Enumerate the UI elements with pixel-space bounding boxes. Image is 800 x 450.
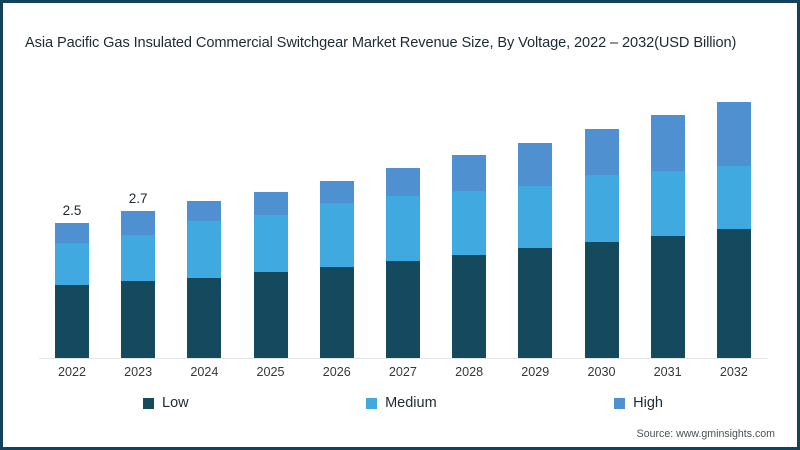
bar-segment-medium[interactable]: [121, 235, 156, 281]
bar-segment-high[interactable]: [518, 143, 553, 186]
bar-segment-low[interactable]: [716, 229, 751, 358]
legend-label: High: [633, 395, 663, 411]
bar-segment-medium[interactable]: [716, 166, 751, 229]
bar-group: [701, 63, 767, 358]
bar-segment-high[interactable]: [385, 168, 420, 196]
bar-stack[interactable]: [518, 143, 553, 358]
plot-area: 2.5 2.7: [3, 3, 797, 359]
legend-swatch-icon: [366, 397, 378, 409]
bar-segment-medium[interactable]: [187, 221, 222, 278]
bar-stack[interactable]: [584, 129, 619, 358]
x-axis-tick-2031: 2031: [653, 365, 682, 379]
bar-group: 2.5: [39, 63, 105, 358]
bar-stack[interactable]: [452, 155, 487, 358]
x-axis-tick-labels: 2022 2023 2024 2025 2026 2027 2028 2029 2030 2031…: [39, 365, 767, 379]
x-axis-tick-2032: 2032: [719, 365, 748, 379]
legend-item-medium[interactable]: Medium: [366, 395, 437, 411]
bar-segment-high[interactable]: [121, 211, 156, 235]
page-title: Asia Pacific Gas Insulated Commercial Sw…: [25, 35, 737, 51]
bar-segment-low[interactable]: [518, 248, 553, 358]
bar-stack[interactable]: [716, 102, 751, 358]
bar-group: [569, 63, 635, 358]
bar-series-group: 2.5 2.7: [39, 63, 767, 358]
bar-segment-low[interactable]: [319, 267, 354, 358]
bar-stack[interactable]: [650, 115, 685, 358]
bar-segment-high[interactable]: [253, 192, 288, 215]
bar-stack[interactable]: 2.5: [55, 203, 89, 358]
x-axis-tick-2023: 2023: [124, 365, 153, 379]
bar-group: [238, 63, 304, 358]
bar-group: [502, 63, 568, 358]
bar-segment-low[interactable]: [55, 285, 89, 358]
bar-segment-low[interactable]: [253, 272, 288, 358]
bar-stack[interactable]: 2.7: [121, 191, 156, 358]
bar-segment-low[interactable]: [187, 278, 222, 358]
bar-segment-high[interactable]: [187, 201, 222, 221]
bar-segment-medium[interactable]: [650, 171, 685, 236]
legend-swatch-icon: [614, 397, 626, 409]
bar-stack[interactable]: [319, 181, 354, 358]
chart-legend: Low Medium High: [143, 395, 663, 411]
legend-label: Medium: [385, 395, 437, 411]
bar-segment-low[interactable]: [650, 236, 685, 358]
bar-segment-high[interactable]: [319, 181, 354, 203]
bar-segment-medium[interactable]: [518, 186, 553, 248]
bar-segment-low[interactable]: [584, 242, 619, 358]
bar-segment-high[interactable]: [55, 223, 89, 243]
bar-segment-medium[interactable]: [253, 215, 288, 272]
bar-stack[interactable]: [253, 192, 288, 358]
bar-group: [436, 63, 502, 358]
bar-group: [171, 63, 237, 358]
x-axis-tick-2028: 2028: [455, 365, 484, 379]
bar-group: [635, 63, 701, 358]
x-axis-tick-2022: 2022: [57, 365, 87, 379]
bar-group: 2.7: [105, 63, 171, 358]
x-axis-tick-2026: 2026: [322, 365, 351, 379]
x-axis-tick-2030: 2030: [587, 365, 616, 379]
bar-segment-medium[interactable]: [55, 243, 89, 285]
bar-segment-low[interactable]: [121, 281, 156, 358]
bar-segment-low[interactable]: [385, 261, 420, 358]
bar-stack[interactable]: [187, 201, 222, 358]
bar-segment-medium[interactable]: [584, 175, 619, 242]
legend-swatch-icon: [143, 397, 154, 409]
legend-item-high[interactable]: High: [614, 395, 663, 411]
bar-group: [370, 63, 436, 358]
bar-segment-high[interactable]: [584, 129, 619, 175]
x-axis-tick-2024: 2024: [190, 365, 219, 379]
bar-segment-medium[interactable]: [319, 203, 354, 267]
bar-segment-high[interactable]: [452, 155, 487, 191]
x-axis-tick-2029: 2029: [521, 365, 550, 379]
bar-segment-low[interactable]: [452, 255, 487, 358]
bar-stack[interactable]: [385, 168, 420, 358]
bar-segment-high[interactable]: [716, 102, 751, 166]
bar-segment-medium[interactable]: [385, 196, 420, 261]
bar-segment-medium[interactable]: [452, 191, 487, 255]
legend-item-low[interactable]: Low: [143, 395, 189, 411]
x-axis-tick-2025: 2025: [256, 365, 285, 379]
axis-baseline: [39, 358, 767, 359]
legend-label: Low: [162, 395, 189, 411]
bar-value-label: 2.5: [62, 203, 82, 218]
source-attribution: Source: www.gminsights.com: [636, 428, 775, 440]
bar-group: [304, 63, 370, 358]
x-axis-tick-2027: 2027: [388, 365, 417, 379]
bar-segment-high[interactable]: [650, 115, 685, 171]
bar-value-label: 2.7: [128, 191, 148, 206]
